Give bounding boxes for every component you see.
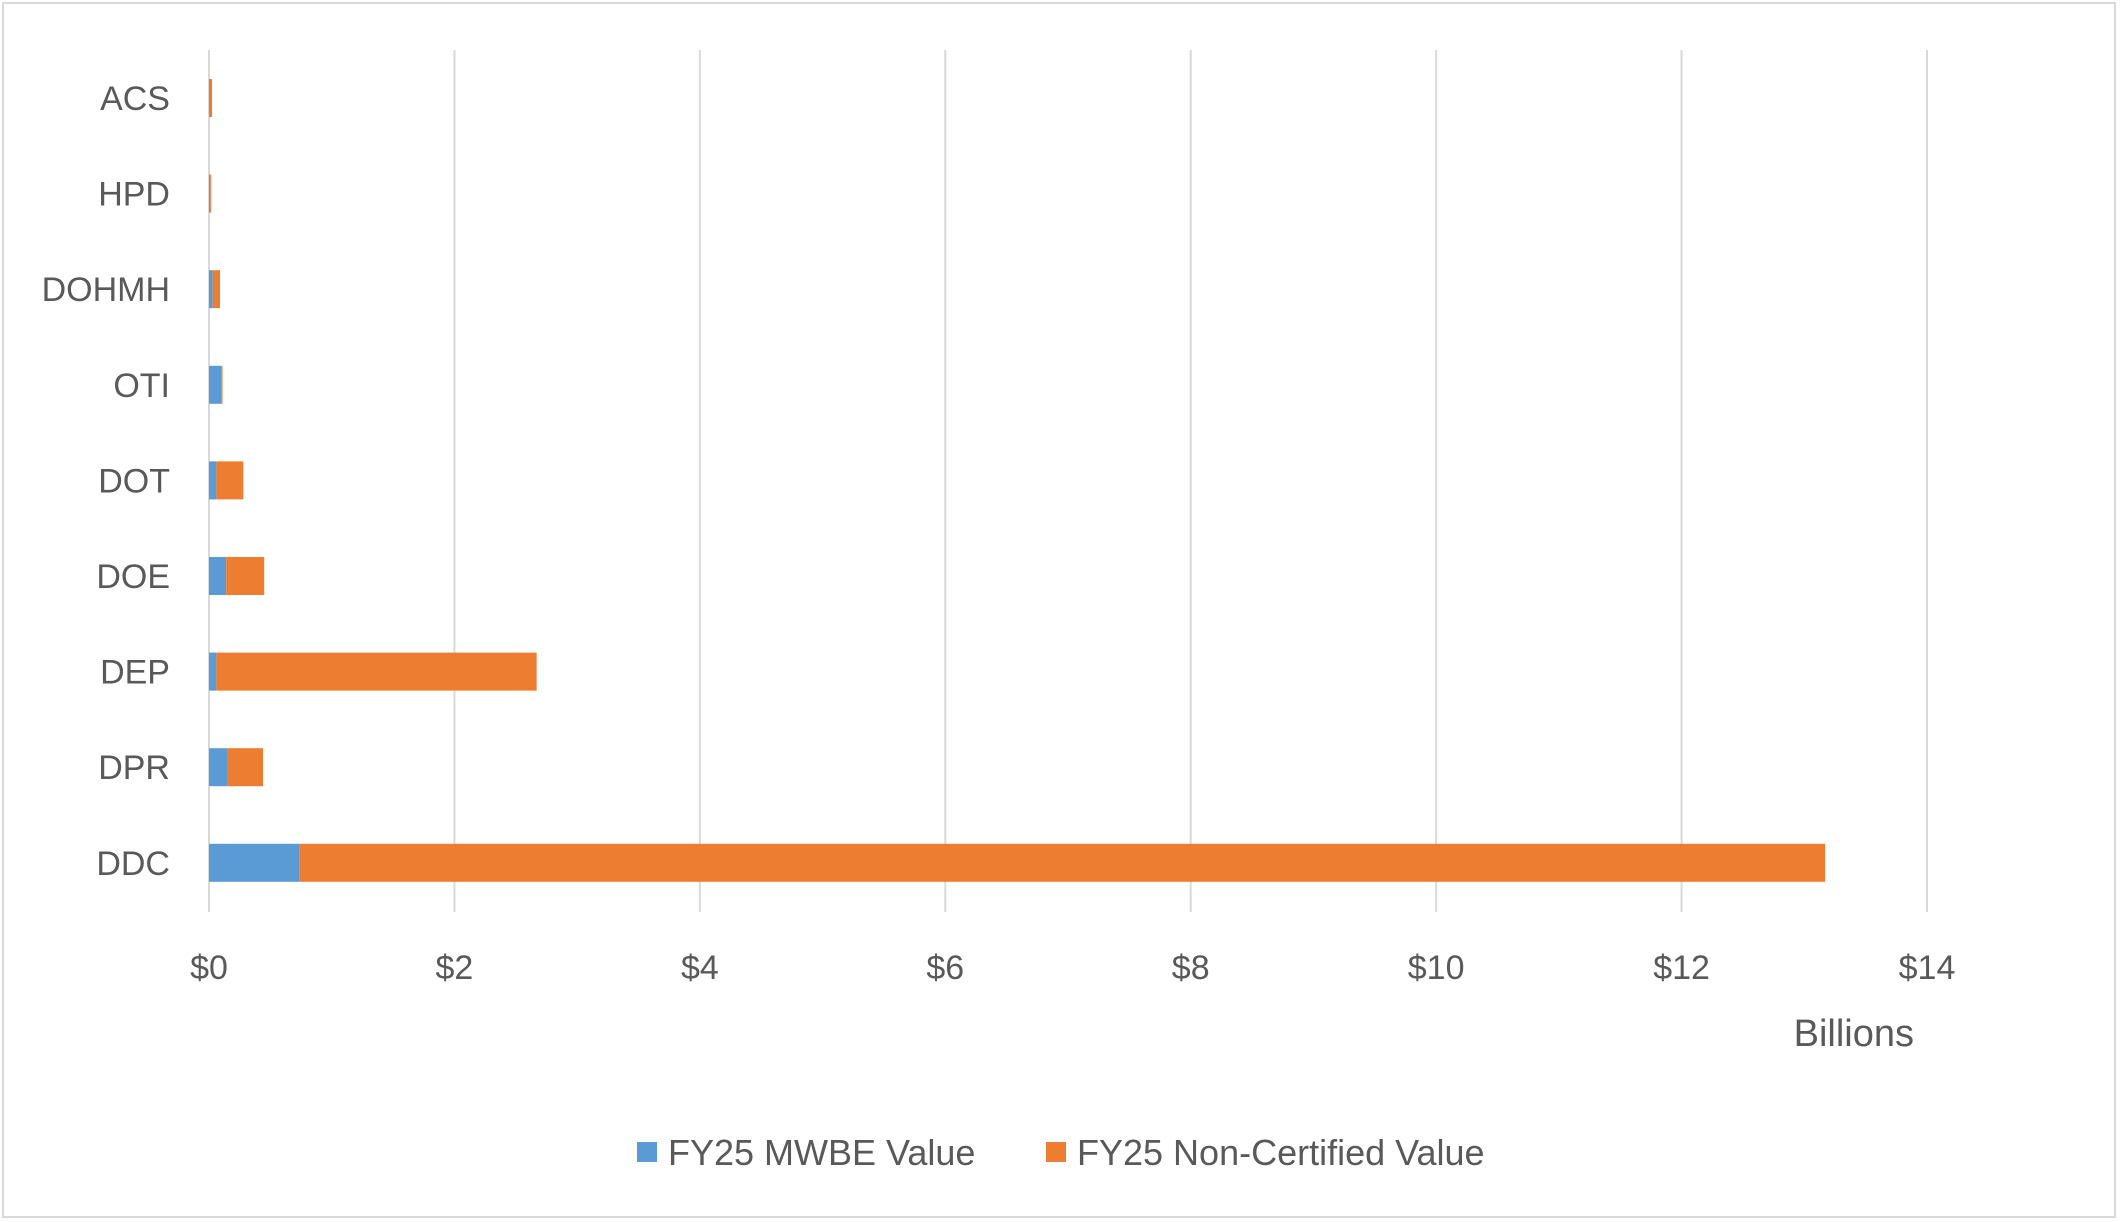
- axis-unit-label: Billions: [1794, 1013, 1914, 1055]
- bar-dohmh-non-certified: [212, 270, 221, 309]
- bar-dpr-non-certified: [227, 748, 263, 787]
- bar-acs-mwbe: [209, 79, 210, 117]
- category-label-dot: DOT: [98, 462, 170, 500]
- x-tick-label: $14: [1899, 949, 1956, 987]
- bar-acs-non-certified: [209, 79, 213, 117]
- bar-ddc-non-certified: [299, 843, 1826, 882]
- bar-ddc-mwbe: [209, 843, 300, 882]
- bars: [209, 79, 1826, 882]
- bar-oti-non-certified: [221, 365, 223, 404]
- bar-dep-non-certified: [216, 652, 537, 691]
- x-tick-label: $8: [1172, 949, 1210, 987]
- bar-doe-mwbe: [209, 557, 227, 595]
- category-label-doe: DOE: [96, 558, 170, 596]
- bar-hpd-non-certified: [210, 174, 212, 213]
- category-label-hpd: HPD: [98, 176, 170, 214]
- value-axis-labels: $0 $2 $4 $6 $8 $10 $12 $14: [190, 949, 1955, 987]
- x-tick-label: $10: [1408, 949, 1465, 987]
- bar-dot-mwbe: [209, 461, 217, 500]
- x-tick-label: $6: [926, 949, 964, 987]
- bar-doe-non-certified: [226, 557, 265, 595]
- legend: FY25 MWBE Value FY25 Non-Certified Value: [637, 1132, 1485, 1173]
- category-label-ddc: DDC: [96, 845, 170, 883]
- category-axis-labels: ACS HPD DOHMH OTI DOT DOE DEP DPR DDC: [42, 80, 170, 883]
- legend-swatch-non-certified: [1046, 1142, 1066, 1162]
- category-label-acs: ACS: [100, 80, 170, 118]
- category-label-dohmh: DOHMH: [42, 271, 170, 309]
- category-label-dpr: DPR: [98, 749, 170, 787]
- x-tick-label: $4: [681, 949, 719, 987]
- legend-label-mwbe: FY25 MWBE Value: [668, 1132, 975, 1173]
- bar-dpr-mwbe: [209, 748, 228, 787]
- bar-dot-non-certified: [216, 461, 244, 500]
- x-tick-label: $2: [436, 949, 474, 987]
- category-label-dep: DEP: [100, 654, 170, 692]
- bar-dohmh-mwbe: [209, 270, 213, 309]
- bar-dep-mwbe: [209, 652, 217, 691]
- bar-hpd-mwbe: [209, 174, 211, 213]
- legend-swatch-mwbe: [637, 1142, 657, 1162]
- bar-oti-mwbe: [209, 365, 222, 404]
- legend-label-non-certified: FY25 Non-Certified Value: [1077, 1132, 1485, 1173]
- x-tick-label: $0: [190, 949, 228, 987]
- gridlines: [208, 50, 1928, 912]
- x-tick-label: $12: [1653, 949, 1710, 987]
- category-label-oti: OTI: [113, 367, 170, 405]
